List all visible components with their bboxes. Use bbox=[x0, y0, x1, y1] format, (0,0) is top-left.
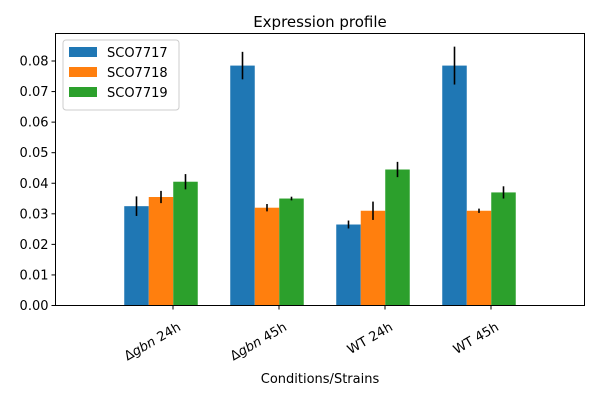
plot-frame bbox=[55, 33, 585, 306]
y-tick-label: 0.02 bbox=[20, 238, 49, 253]
bar-SCO7719-0 bbox=[173, 181, 198, 306]
y-tick-label: 0.01 bbox=[20, 268, 49, 283]
y-tick-label: 0.07 bbox=[20, 85, 49, 100]
x-axis-label: Conditions/Strains bbox=[261, 372, 380, 387]
x-tick-label: WT 45h bbox=[451, 320, 502, 358]
bar-SCO7719-1 bbox=[279, 198, 304, 306]
y-tick-label: 0.00 bbox=[20, 299, 49, 314]
legend-swatch-SCO7718 bbox=[69, 67, 97, 77]
legend-label-SCO7717: SCO7717 bbox=[107, 46, 168, 61]
x-tick-label: Δgbn 45h bbox=[228, 320, 290, 364]
bar-SCO7717-3 bbox=[442, 65, 467, 306]
bar-SCO7718-1 bbox=[254, 207, 280, 306]
legend: SCO7717 SCO7718 SCO7719 bbox=[62, 39, 180, 111]
bar-SCO7719-2 bbox=[385, 169, 410, 306]
x-tick-label: WT 24h bbox=[345, 320, 396, 358]
errorbars-layer bbox=[135, 46, 505, 229]
x-tick-label: Δgbn 24h bbox=[122, 320, 184, 364]
bars-layer bbox=[124, 65, 516, 306]
bar-SCO7719-3 bbox=[491, 192, 516, 306]
legend-swatch-SCO7717 bbox=[69, 47, 97, 57]
y-tick-label: 0.06 bbox=[20, 116, 49, 131]
y-tick-label: 0.05 bbox=[20, 146, 49, 161]
bar-SCO7717-0 bbox=[124, 206, 149, 306]
bar-SCO7717-2 bbox=[336, 224, 361, 306]
x-axis: Δgbn 24h Δgbn 45h WT 24h WT 45h bbox=[122, 305, 502, 364]
bar-SCO7718-3 bbox=[466, 210, 492, 306]
y-axis: 0.00 0.01 0.02 0.03 0.04 0.05 0.06 0.07 0.08 bbox=[20, 55, 56, 314]
y-tick-label: 0.08 bbox=[20, 55, 49, 70]
legend-label-SCO7719: SCO7719 bbox=[107, 86, 168, 101]
bar-SCO7717-1 bbox=[230, 65, 255, 306]
bar-SCO7718-2 bbox=[360, 210, 386, 306]
y-tick-label: 0.04 bbox=[20, 177, 49, 192]
legend-label-SCO7718: SCO7718 bbox=[107, 66, 168, 81]
legend-swatch-SCO7719 bbox=[69, 87, 97, 97]
chart-title: Expression profile bbox=[253, 13, 387, 31]
bar-SCO7718-0 bbox=[148, 197, 174, 306]
y-tick-label: 0.03 bbox=[20, 207, 49, 222]
